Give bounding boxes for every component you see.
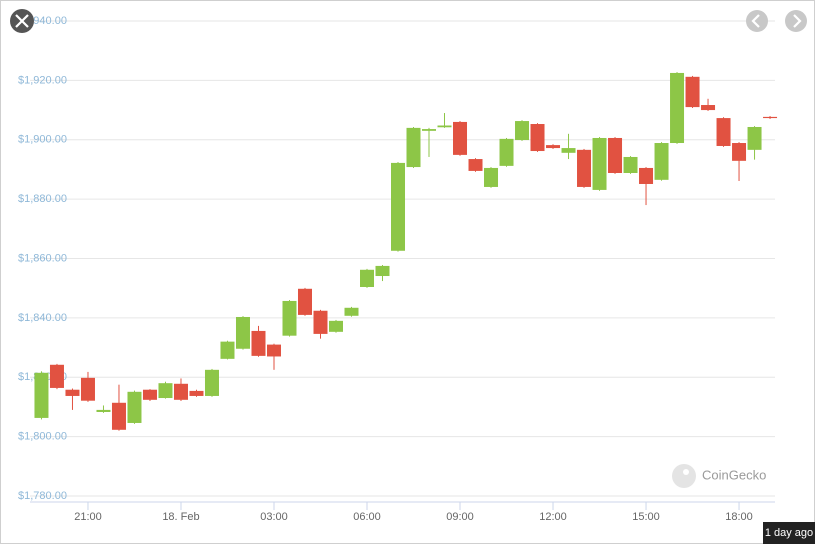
candle-body [204, 369, 219, 396]
candle-body [313, 310, 328, 334]
close-icon[interactable] [15, 14, 29, 28]
y-tick-label: $1,860.00 [18, 252, 67, 264]
candle-body [297, 288, 312, 315]
x-tick-label: 12:00 [539, 511, 567, 523]
candle-body [484, 167, 499, 187]
y-tick-label: $1,920.00 [18, 74, 67, 86]
candle-body [468, 159, 483, 171]
candle-body [437, 125, 452, 128]
candle-body [530, 124, 545, 152]
candle-body [344, 307, 359, 316]
candle-body [391, 162, 406, 251]
candle-body [266, 344, 281, 357]
candle-body [608, 137, 623, 173]
close-button[interactable] [10, 9, 34, 33]
candle-body [763, 116, 778, 119]
candle-body [577, 149, 592, 187]
candle-body [173, 383, 188, 400]
x-tick-label: 21:00 [74, 511, 102, 523]
candle-body [96, 409, 111, 412]
prev-circle[interactable] [746, 10, 768, 32]
y-tick-label: $1,840.00 [18, 312, 67, 324]
candle-body [422, 129, 437, 131]
candle-body [670, 72, 685, 144]
next-circle[interactable] [785, 10, 807, 32]
candle-body [499, 138, 514, 166]
candle-body [34, 372, 49, 418]
candle-body [65, 389, 80, 396]
candle-body [142, 389, 157, 400]
y-tick-label: $1,780.00 [18, 490, 67, 502]
candle-body [453, 121, 468, 155]
candle-body [189, 390, 204, 396]
candle-body [546, 145, 561, 149]
candle-body [235, 316, 250, 349]
x-tick-label: 18:00 [725, 511, 753, 523]
candle-body [623, 156, 638, 173]
candle-body [716, 118, 731, 146]
y-tick-label: $1,800.00 [18, 431, 67, 443]
time-badge [763, 522, 815, 544]
x-tick-label: 03:00 [260, 511, 288, 523]
candle-body [701, 105, 716, 111]
x-tick-label: 09:00 [446, 511, 474, 523]
candle-body [732, 143, 747, 161]
candle-body [515, 121, 530, 141]
watermark-logo-eye [683, 469, 689, 475]
y-tick-label: $1,900.00 [18, 134, 67, 146]
candle-body [49, 364, 64, 388]
candle-body [375, 265, 390, 277]
candle-body [654, 143, 669, 180]
time-label: 1 day ago [765, 527, 813, 539]
candle-body [220, 341, 235, 359]
watermark-text: CoinGecko [702, 467, 766, 482]
prev-icon[interactable] [751, 14, 760, 28]
watermark: CoinGecko [672, 464, 766, 488]
candle-body [747, 126, 762, 150]
next-icon[interactable] [793, 14, 802, 28]
prev-button[interactable] [746, 10, 768, 32]
candle-body [360, 269, 375, 287]
x-tick-label: 06:00 [353, 511, 381, 523]
candle-body [111, 402, 126, 430]
candle-body [251, 330, 266, 356]
candle-body [592, 137, 607, 190]
candle-body [639, 167, 654, 184]
y-tick-label: $1,880.00 [18, 193, 67, 205]
candle-body [406, 127, 421, 168]
x-tick-label: 15:00 [632, 511, 660, 523]
candle-body [80, 377, 95, 401]
x-tick-label: 18. Feb [162, 511, 199, 523]
candle-body [282, 300, 297, 336]
candle-body [328, 320, 343, 332]
candle-body [561, 148, 576, 153]
candle-body [685, 76, 700, 108]
candle-body [158, 383, 173, 399]
next-button[interactable] [785, 10, 807, 32]
watermark-logo [672, 464, 696, 488]
candle-body [127, 391, 142, 423]
